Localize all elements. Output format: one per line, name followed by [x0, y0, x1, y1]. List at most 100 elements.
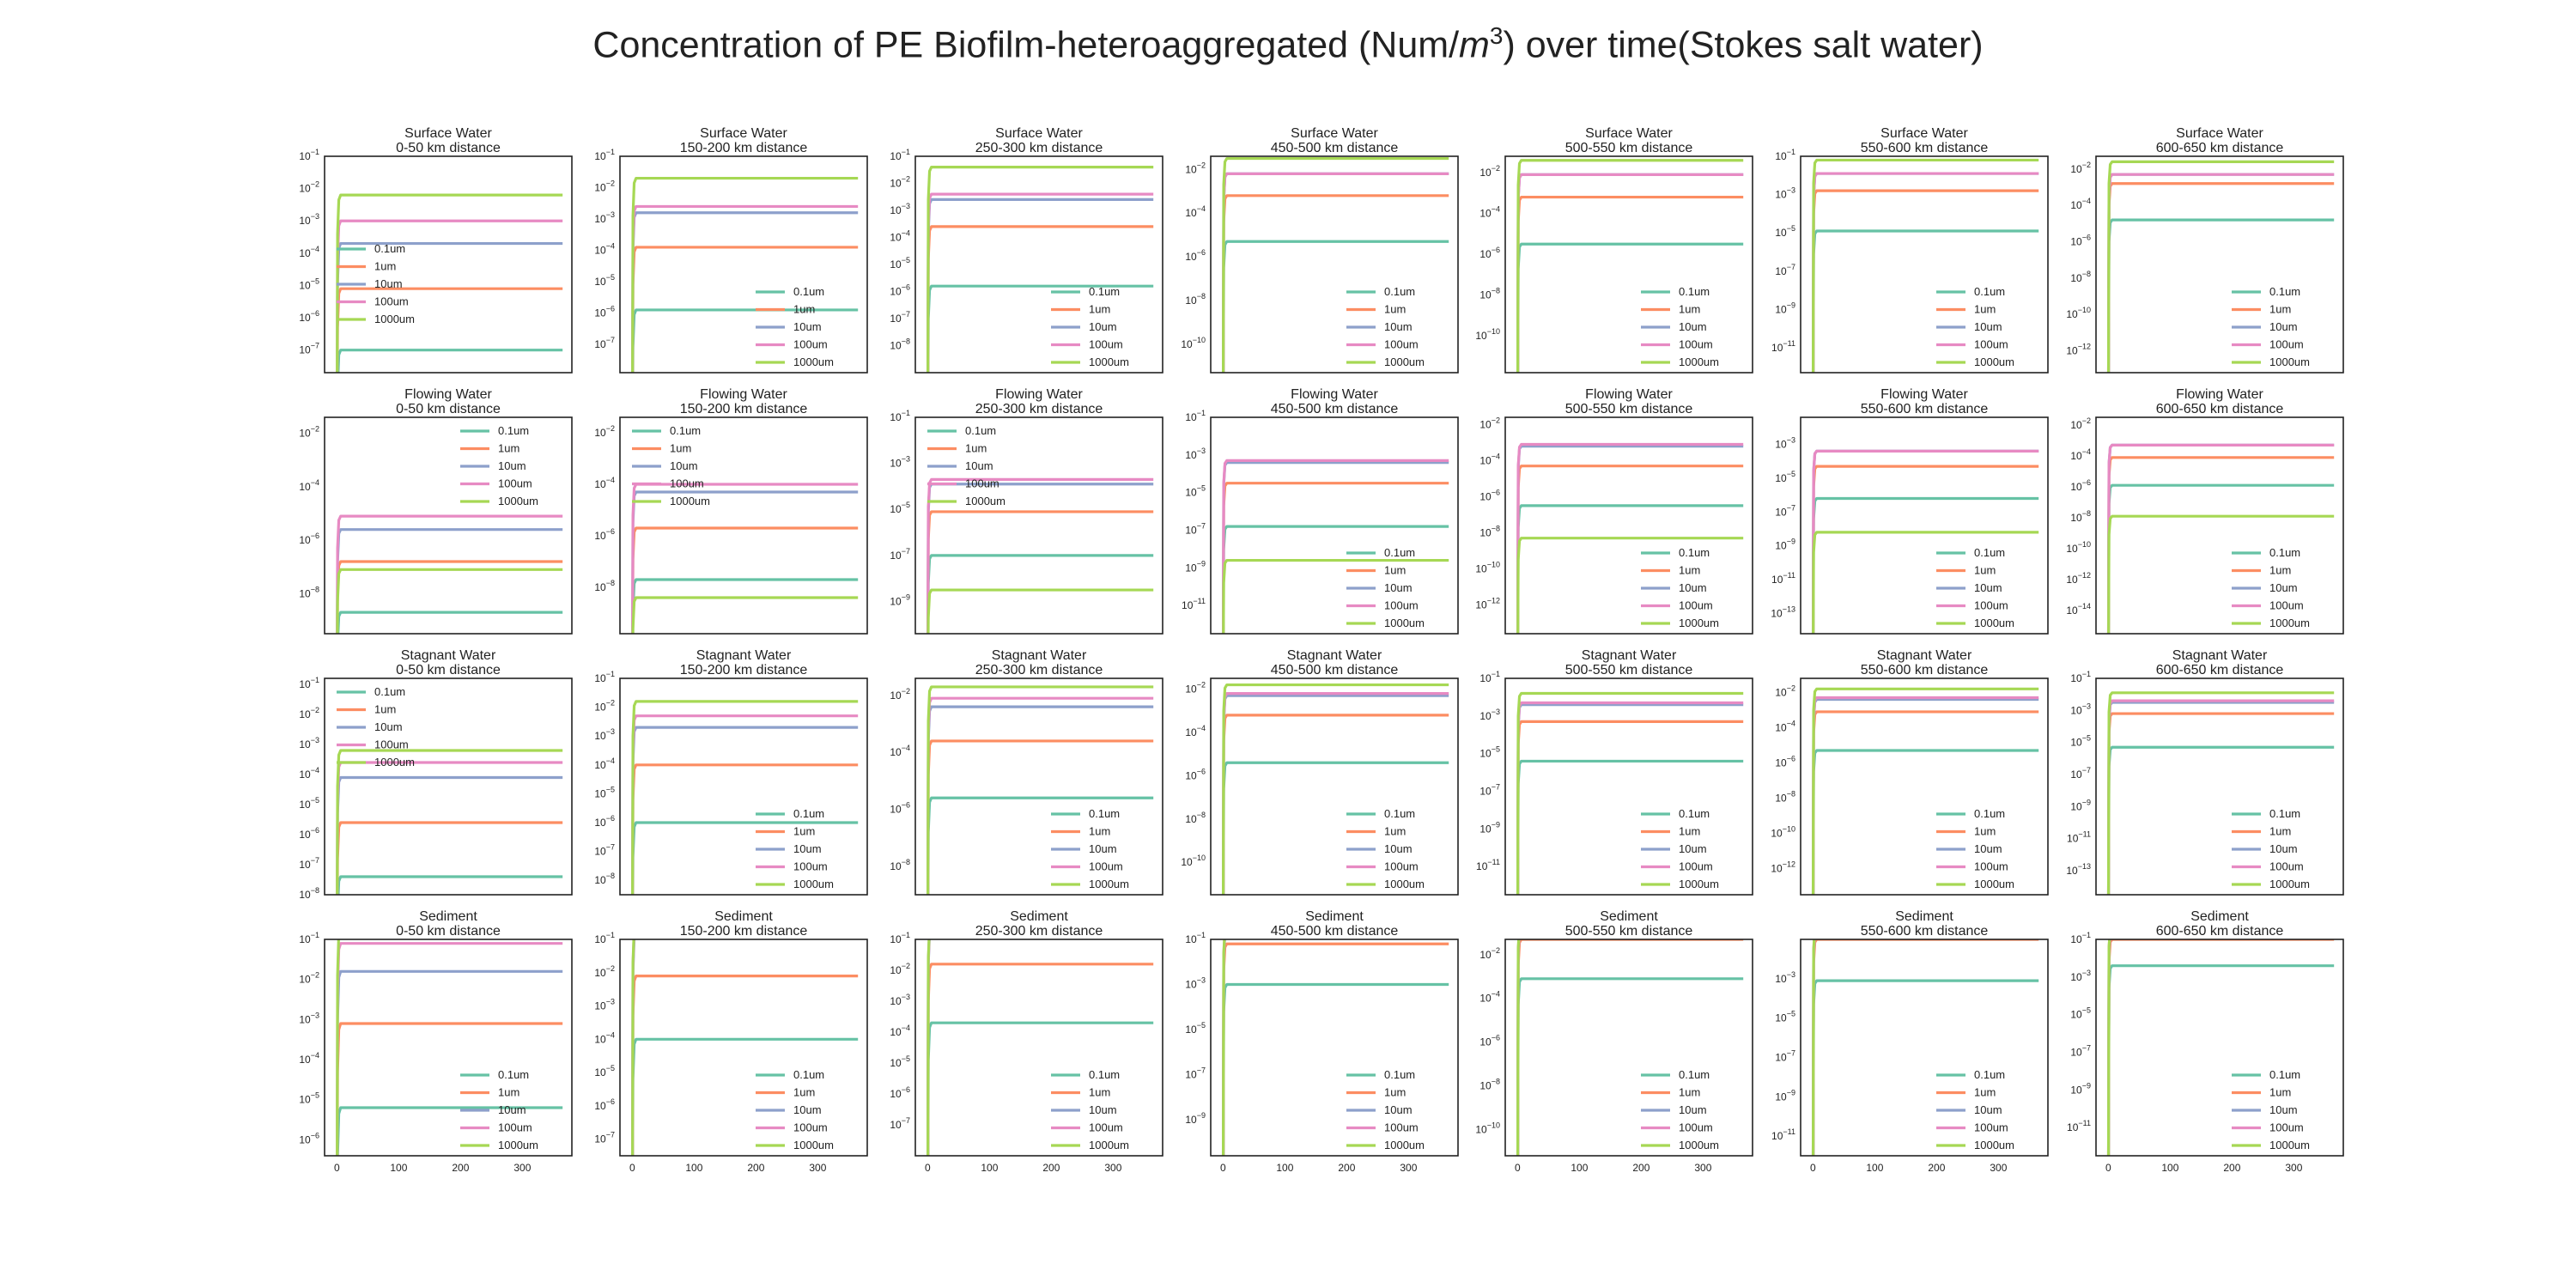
- series-line-1000um: [2106, 939, 2111, 1156]
- subplot-title-compartment: Stagnant Water: [1877, 648, 1972, 663]
- subplot-title-compartment: Sediment: [714, 909, 773, 924]
- y-tick-label: 10−7: [1185, 1066, 1206, 1081]
- subplot-title-distance: 500-550 km distance: [1565, 663, 1693, 677]
- legend-label-1um: 1um: [1089, 1086, 1110, 1099]
- y-tick-label: 10−2: [1185, 681, 1206, 696]
- title-suffix: ) over time(Stokes salt water): [1503, 24, 1984, 66]
- series-line-0.1um: [1222, 982, 1449, 1156]
- legend-label-0.1um: 0.1um: [670, 424, 701, 437]
- y-tick-label: 10−6: [2070, 478, 2091, 493]
- series-line-1um: [927, 963, 1154, 1156]
- y-tick-label: 10−5: [1775, 224, 1795, 239]
- legend-label-100um: 100um: [1384, 338, 1419, 351]
- legend-label-0.1um: 0.1um: [1089, 807, 1120, 820]
- subplot-title-compartment: Flowing Water: [1291, 387, 1378, 402]
- legend-label-1000um: 1000um: [374, 313, 415, 325]
- series-line-0.1um: [1516, 977, 1744, 1156]
- legend: 0.1um 1um 10um 100um 1000um: [756, 807, 834, 890]
- y-tick-label: 10−1: [2070, 931, 2091, 945]
- y-tick-label: 10−6: [1185, 767, 1206, 781]
- y-tick-label: 10−7: [1775, 503, 1795, 518]
- series-line-1000um: [2106, 691, 2335, 895]
- subplot-title-compartment: Surface Water: [1880, 126, 1968, 141]
- y-tick-label: 10−8: [2070, 270, 2091, 284]
- legend-label-1000um: 1000um: [498, 1139, 538, 1151]
- series-line-1000um: [1811, 939, 1816, 1156]
- y-tick-label: 10−2: [594, 424, 615, 439]
- subplot-title-compartment: Flowing Water: [1880, 387, 1968, 402]
- y-tick-label: 10−8: [299, 585, 319, 599]
- series-line-0.1um: [2106, 964, 2335, 1156]
- legend-label-1um: 1um: [1974, 303, 1996, 316]
- y-tick-label: 10−3: [594, 210, 615, 225]
- legend-label-0.1um: 0.1um: [1384, 546, 1415, 559]
- y-tick-label: 10−7: [594, 1131, 615, 1145]
- y-tick-label: 10−11: [1182, 597, 1206, 611]
- y-tick-label: 10−6: [1775, 754, 1795, 769]
- y-tick-label: 10−11: [1771, 339, 1795, 354]
- y-tick-label: 10−9: [1185, 1111, 1206, 1126]
- y-tick-label: 10−8: [1185, 811, 1206, 825]
- y-tick-label: 10−3: [1185, 976, 1206, 991]
- y-tick-label: 10−7: [2070, 1043, 2091, 1058]
- x-tick-label: 0: [2105, 1162, 2111, 1174]
- legend-label-100um: 100um: [793, 1121, 828, 1134]
- y-tick-label: 10−3: [890, 993, 910, 1007]
- legend-label-1um: 1um: [1679, 1086, 1700, 1099]
- legend-label-1000um: 1000um: [793, 878, 834, 890]
- legend-label-1000um: 1000um: [965, 495, 1005, 507]
- y-tick-label: 10−9: [1775, 538, 1795, 552]
- legend-label-10um: 10um: [498, 459, 526, 472]
- y-tick-label: 10−7: [594, 336, 615, 350]
- x-tick-label: 300: [513, 1162, 531, 1174]
- y-tick-label: 10−1: [1185, 409, 1206, 423]
- series-line-100um: [631, 204, 859, 373]
- y-tick-label: 10−1: [594, 931, 615, 945]
- x-tick-label: 300: [1990, 1162, 2007, 1174]
- y-tick-label: 10−2: [890, 962, 910, 976]
- legend-label-1000um: 1000um: [1089, 1139, 1129, 1151]
- axes-frame: [619, 416, 868, 635]
- legend-label-100um: 100um: [793, 860, 828, 873]
- legend-label-100um: 100um: [670, 477, 704, 490]
- y-tick-label: 10−5: [594, 273, 615, 288]
- legend-label-10um: 10um: [1679, 1103, 1707, 1116]
- legend-label-0.1um: 0.1um: [1384, 285, 1415, 298]
- y-tick-label: 10−10: [1475, 560, 1500, 574]
- series-lines: [1221, 939, 1449, 1156]
- y-tick-label: 10−2: [1479, 164, 1500, 179]
- subplot-title-distance: 500-550 km distance: [1565, 141, 1693, 155]
- legend-label-1000um: 1000um: [1384, 617, 1425, 629]
- subplot-title-compartment: Flowing Water: [995, 387, 1083, 402]
- series-line-1um: [336, 560, 563, 634]
- subplot-title-compartment: Stagnant Water: [992, 648, 1087, 663]
- legend-label-10um: 10um: [1974, 320, 2002, 333]
- series-line-1000um: [1811, 687, 2039, 895]
- legend-label-10um: 10um: [1089, 320, 1117, 333]
- legend-label-1um: 1um: [793, 303, 815, 316]
- y-tick-label: 10−6: [1185, 248, 1206, 263]
- y-tick-label: 10−1: [890, 409, 910, 423]
- legend-label-1000um: 1000um: [2269, 617, 2310, 629]
- series-line-100um: [631, 483, 859, 634]
- subplot-title-compartment: Flowing Water: [404, 387, 492, 402]
- series-lines: [1221, 683, 1449, 895]
- y-tick-label: 10−2: [890, 687, 910, 702]
- y-tick-label: 10−6: [1479, 246, 1500, 260]
- legend-label-100um: 100um: [498, 477, 532, 490]
- axes-frame: [2095, 677, 2344, 896]
- axes-frame: [1504, 677, 1753, 896]
- y-tick-label: 10−9: [2070, 1081, 2091, 1096]
- x-tick-label: 0: [629, 1162, 635, 1174]
- y-tick-label: 10−7: [1775, 263, 1795, 277]
- y-tick-label: 10−4: [299, 1051, 319, 1066]
- legend: 0.1um 1um 10um 100um 1000um: [1936, 807, 2014, 890]
- subplot-title-compartment: Sediment: [419, 909, 477, 924]
